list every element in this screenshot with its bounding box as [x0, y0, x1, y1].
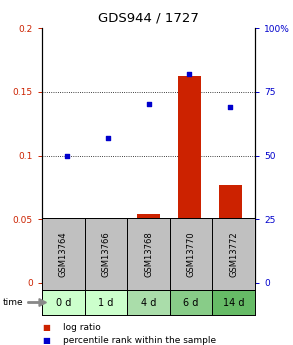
- Text: GSM13770: GSM13770: [187, 231, 196, 277]
- Point: [187, 71, 192, 77]
- Text: time: time: [3, 298, 23, 307]
- Text: GSM13772: GSM13772: [229, 231, 238, 277]
- Text: GSM13766: GSM13766: [101, 231, 110, 277]
- Bar: [170, 218, 212, 290]
- Text: 4 d: 4 d: [141, 297, 156, 307]
- Text: 14 d: 14 d: [223, 297, 244, 307]
- Bar: [127, 290, 170, 315]
- Bar: [212, 290, 255, 315]
- Bar: [212, 218, 255, 290]
- Text: 1 d: 1 d: [98, 297, 114, 307]
- Text: log ratio: log ratio: [62, 323, 100, 332]
- Point: [228, 104, 233, 110]
- Bar: [85, 290, 127, 315]
- Title: GDS944 / 1727: GDS944 / 1727: [98, 11, 199, 24]
- Text: 6 d: 6 d: [183, 297, 199, 307]
- Bar: [55, 270, 78, 283]
- Bar: [127, 218, 170, 290]
- Text: ■: ■: [42, 336, 50, 345]
- Point: [64, 153, 69, 158]
- Text: GSM13768: GSM13768: [144, 231, 153, 277]
- Text: 0 d: 0 d: [56, 297, 71, 307]
- Bar: [85, 218, 127, 290]
- Bar: [178, 77, 201, 283]
- Text: GSM13764: GSM13764: [59, 231, 68, 277]
- Bar: [137, 214, 160, 283]
- Bar: [219, 185, 242, 283]
- Bar: [96, 268, 119, 283]
- Point: [105, 135, 110, 140]
- Text: ■: ■: [42, 323, 50, 332]
- Point: [146, 102, 151, 107]
- Bar: [42, 218, 85, 290]
- Text: percentile rank within the sample: percentile rank within the sample: [62, 336, 216, 345]
- Bar: [42, 290, 85, 315]
- Bar: [170, 290, 212, 315]
